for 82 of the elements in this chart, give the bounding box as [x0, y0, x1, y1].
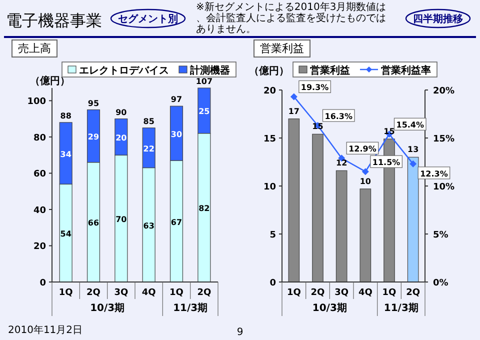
y2-tick-label: 0% [433, 278, 448, 288]
y-tick-label: 100 [27, 97, 46, 108]
y-tick-label: 10 [263, 182, 276, 192]
legend-label: 営業利益率 [381, 64, 431, 76]
data-label: 15.4% [396, 120, 424, 130]
x-tick-label: 4Q [142, 288, 156, 298]
bar [360, 188, 372, 282]
data-label: 16.3% [324, 112, 353, 122]
x-tick-label: 3Q [114, 288, 128, 298]
y-tick-label: 20 [263, 86, 276, 96]
y-tick-label: 0 [270, 278, 276, 288]
point [362, 168, 369, 176]
y-tick-label: 5 [270, 230, 276, 240]
text: セグメント別 [118, 13, 178, 25]
y-tick-label: 40 [33, 206, 46, 216]
x-tick-label: 2Q [197, 288, 212, 298]
total-label: 88 [60, 111, 72, 120]
bar [336, 170, 348, 282]
total-label: 95 [88, 98, 100, 108]
text: 10/3期 [312, 302, 347, 314]
y2-tick-label: 20% [433, 86, 455, 96]
legend-label: 計測機器 [189, 64, 230, 76]
y-tick-label: 15 [263, 134, 276, 144]
data-label: 67 [170, 218, 182, 227]
data-label: 63 [143, 221, 154, 230]
point [410, 160, 417, 168]
total-label: 90 [116, 108, 128, 117]
data-label: 17 [288, 106, 300, 116]
y-axis-title: （億円） [249, 65, 289, 77]
point [290, 93, 298, 100]
bar [288, 118, 300, 282]
y2-tick-label: 10% [433, 182, 455, 192]
text: 10/3期 [90, 302, 125, 314]
y-tick-label: 20 [33, 242, 46, 252]
x-tick-label: 1Q [170, 288, 184, 298]
x-tick-label: 1Q [382, 288, 397, 298]
data-label: 25 [198, 107, 210, 116]
total-label: 107 [196, 77, 213, 86]
y-axis-title: （億円） [30, 75, 70, 87]
total-label: 97 [170, 95, 182, 104]
bar [407, 156, 419, 282]
legend-label: エレクトロデバイス [79, 66, 169, 76]
x-tick-label: 4Q [358, 288, 373, 298]
text: ※新セグメントによる2010年3月期数値は、会計監査人による監査を受けたものではありません。 [196, 1, 386, 35]
data-label: 54 [60, 230, 72, 239]
legend-label: 営業利益 [310, 64, 350, 76]
data-label: 11.5% [372, 158, 400, 168]
text: 11/3期 [173, 302, 208, 314]
data-label: 66 [88, 218, 100, 228]
data-label: 22 [143, 144, 154, 154]
text: 2010年11月2日 [8, 324, 83, 336]
data-label: 12.3% [420, 169, 448, 178]
x-tick-label: 2Q [86, 288, 101, 298]
x-tick-label: 3Q [334, 288, 349, 298]
y2-tick-label: 5% [433, 230, 448, 240]
x-tick-label: 2Q [406, 288, 420, 298]
chart-title: 売上高 [18, 42, 51, 55]
chart-title: 営業利益 [260, 42, 304, 55]
data-label: 13 [408, 145, 419, 154]
text: 電子機器事業 [6, 11, 102, 30]
y-tick-label: 80 [33, 133, 46, 144]
data-label: 30 [170, 130, 182, 139]
y-tick-label: 0 [40, 278, 46, 288]
data-label: 20 [116, 133, 128, 142]
x-tick-label: 1Q [58, 288, 74, 298]
data-label: 12.9% [348, 144, 376, 154]
data-label: 12 [336, 158, 348, 168]
total-label: 85 [143, 116, 155, 126]
text: 11/3期 [384, 302, 418, 314]
data-label: 34 [60, 150, 72, 159]
data-label: 10 [360, 176, 372, 186]
data-label: 19.3% [300, 83, 329, 92]
y2-tick-label: 15% [433, 134, 455, 144]
bar [312, 134, 324, 282]
x-tick-label: 2Q [310, 288, 326, 298]
data-label: 70 [116, 215, 128, 224]
text: 9 [236, 327, 244, 338]
data-label: 29 [88, 132, 100, 142]
y-tick-label: 60 [33, 170, 46, 180]
x-tick-label: 1Q [286, 288, 302, 298]
text: 四半期推移 [413, 13, 463, 25]
data-label: 82 [198, 204, 210, 214]
